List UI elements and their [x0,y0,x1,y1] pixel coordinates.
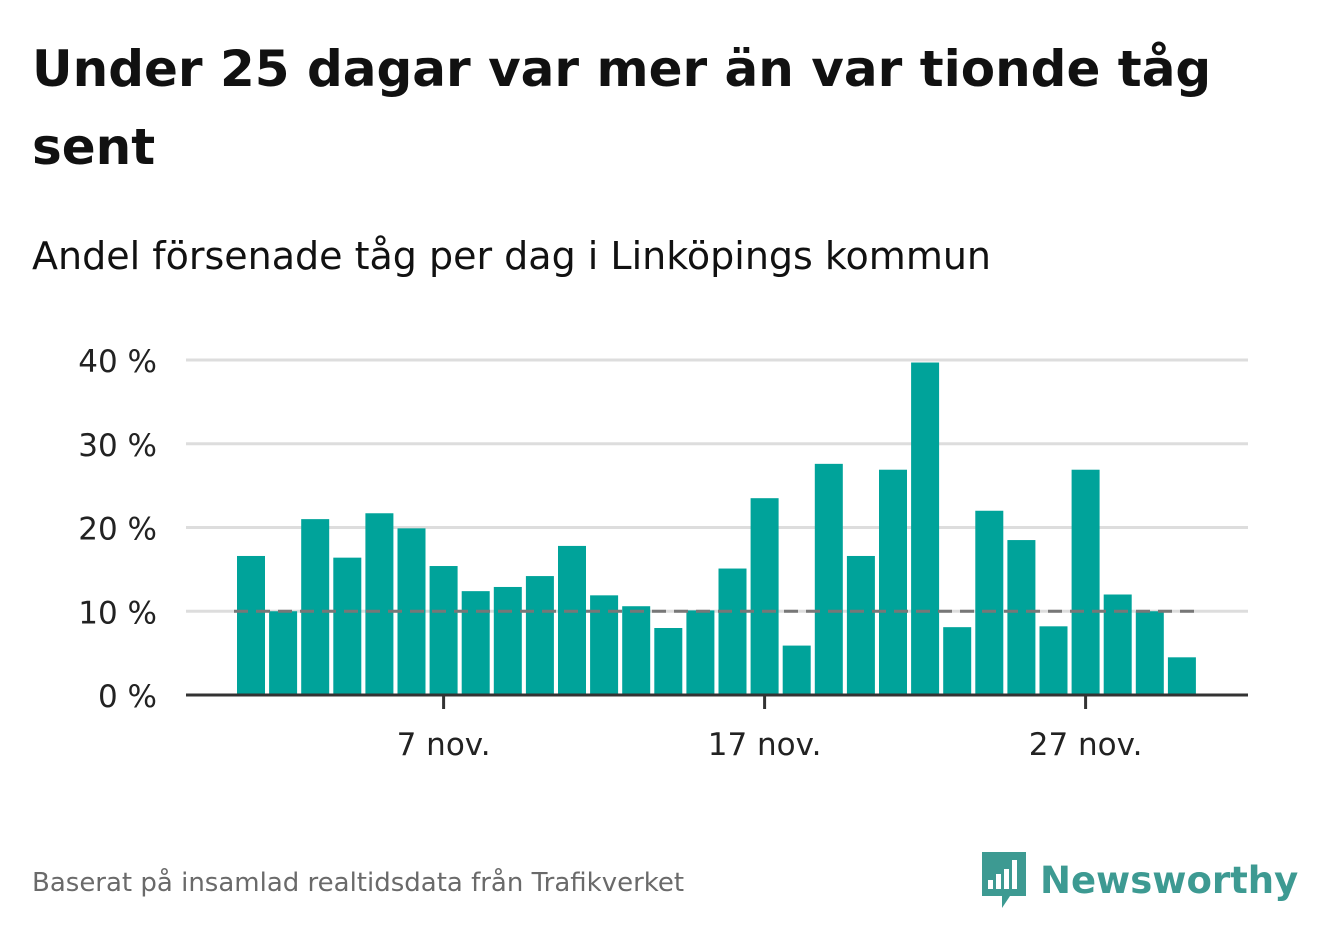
bar [301,519,330,695]
bar [975,510,1004,695]
y-axis-ticks: 0 % 10 % 20 % 30 % 40 % [78,344,157,715]
bar [429,566,458,695]
y-tick-label: 20 % [78,512,157,548]
x-tick-label: 17 nov. [708,727,822,763]
bar [493,586,522,695]
newsworthy-logo-icon [982,852,1026,908]
chart-subtitle: Andel försenade tåg per dag i Linköpings… [32,234,991,278]
bar [911,362,940,695]
x-axis-ticks: 7 nov. 17 nov. 27 nov. [397,695,1143,763]
bar [1103,594,1132,695]
bar [686,610,715,695]
bar-chart: 0 % 10 % 20 % 30 % 40 % 7 nov. 17 nov. 27 nov. [78,344,1248,763]
y-tick-label: 30 % [78,428,157,464]
bar [622,606,651,695]
bar [461,591,490,695]
bar [1039,626,1068,695]
bar [943,627,972,695]
y-tick-label: 40 % [78,344,157,380]
bar [237,555,265,695]
chart-title: Under 25 dagar var mer än var tionde tåg… [32,40,1212,176]
bar [654,628,683,695]
bar [846,555,875,695]
y-tick-label: 0 % [98,679,157,715]
x-tick-label: 7 nov. [397,727,491,763]
bar [1135,611,1164,695]
bars [237,362,1196,695]
bar [814,463,843,695]
y-tick-label: 10 % [78,595,157,631]
bar [750,498,779,695]
bar [558,545,586,695]
bar [879,469,907,695]
bar [1071,469,1100,695]
x-tick-label: 27 nov. [1029,727,1143,763]
bar [1167,657,1196,695]
bar [333,557,362,695]
bar [782,645,811,695]
brand-name: Newsworthy [1040,858,1299,902]
bar [365,513,394,695]
source-note: Baserat på insamlad realtidsdata från Tr… [32,868,685,898]
bar [718,568,747,695]
bar [1007,540,1036,695]
brand-logo: Newsworthy [980,850,1298,910]
bar [269,611,298,695]
bar [525,576,554,695]
